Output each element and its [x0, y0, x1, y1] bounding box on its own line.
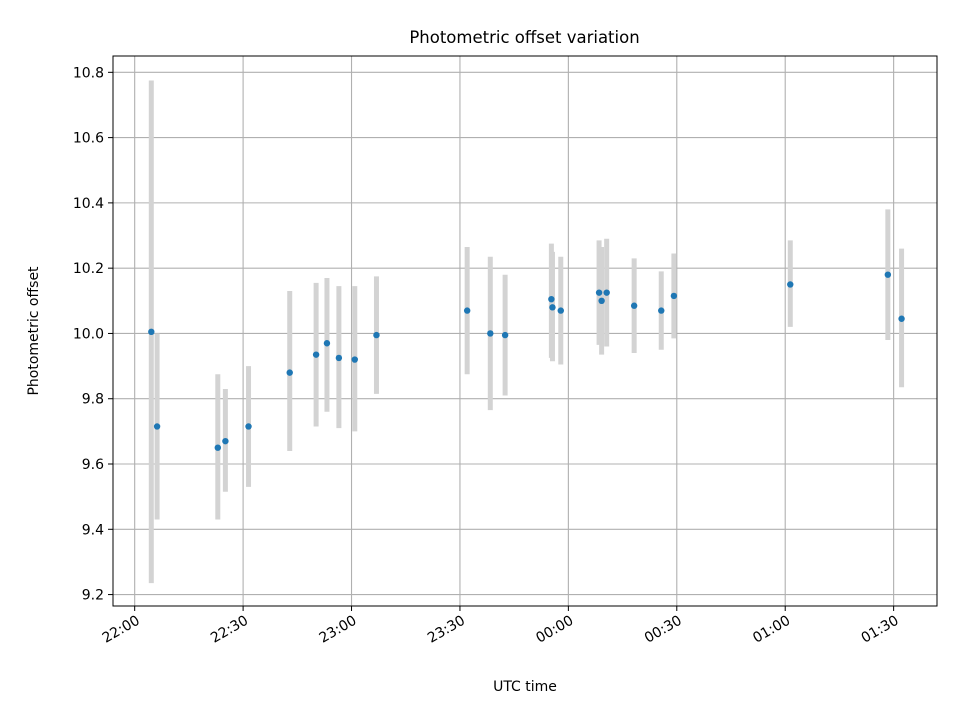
data-point [884, 271, 892, 278]
data-point [549, 304, 556, 311]
y-tick-label: 10.2 [73, 261, 104, 277]
data-point [787, 281, 794, 288]
x-axis-label: UTC time [493, 679, 557, 695]
data-point [312, 351, 320, 358]
data-point [603, 289, 610, 296]
data-point [595, 289, 603, 296]
data-point [335, 354, 343, 362]
data-point [245, 423, 252, 430]
data-point [658, 307, 665, 314]
y-tick-label: 10.4 [73, 196, 104, 212]
chart-title: Photometric offset variation [409, 28, 639, 47]
data-point [148, 328, 155, 336]
y-axis-label: Photometric offset [26, 266, 42, 396]
data-point [598, 297, 605, 305]
data-point [286, 369, 293, 376]
y-tick-label: 10.8 [73, 65, 104, 81]
y-tick-label: 9.6 [82, 457, 104, 473]
data-point [487, 330, 494, 337]
y-tick-label: 10.0 [73, 326, 104, 342]
data-point [463, 307, 471, 314]
y-tick-label: 9.2 [82, 588, 104, 604]
data-point [214, 444, 222, 451]
data-point [630, 302, 638, 309]
data-point [153, 423, 161, 430]
y-tick-label: 9.4 [82, 522, 104, 538]
data-point [351, 356, 358, 363]
data-point [898, 315, 905, 322]
data-point [323, 340, 331, 347]
data-point [222, 437, 229, 445]
y-axis-ticks: 9.2 9.4 9.6 9.8 10.0 10.2 10.4 10.6 10.8 [73, 65, 113, 604]
data-point [373, 331, 380, 339]
data-point [501, 331, 509, 339]
plot-area-frame [112, 55, 938, 607]
data-point [670, 292, 678, 300]
data-point [548, 295, 555, 303]
y-tick-label: 10.6 [73, 131, 104, 147]
data-points [148, 271, 905, 451]
data-point [557, 307, 564, 314]
y-tick-label: 9.8 [82, 392, 104, 408]
